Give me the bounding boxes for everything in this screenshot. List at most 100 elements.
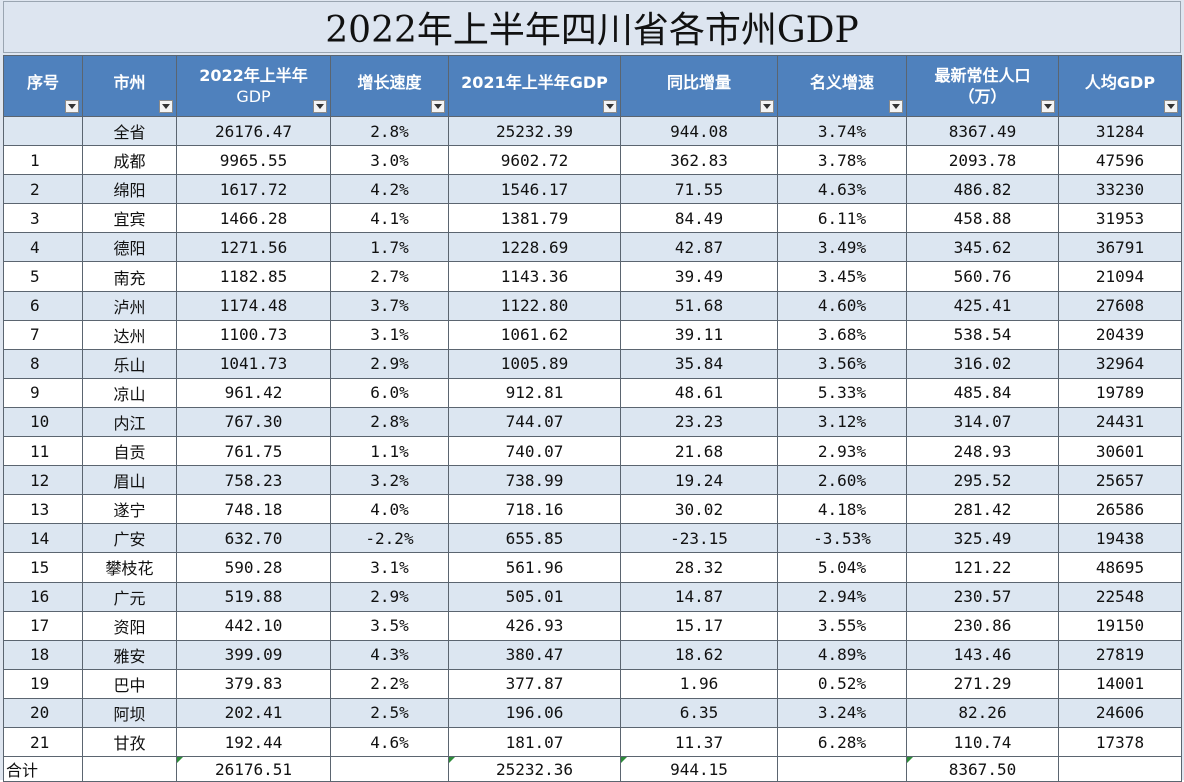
cell-percap[interactable]: 21094 bbox=[1058, 261, 1182, 292]
cell-gdp2022[interactable]: 961.42 bbox=[176, 377, 331, 408]
cell-gdp2022[interactable]: 1174.48 bbox=[176, 290, 331, 321]
cell-seq[interactable]: 18 bbox=[3, 639, 83, 670]
cell-seq[interactable]: 3 bbox=[3, 203, 83, 234]
cell-growth[interactable]: 2.8% bbox=[330, 115, 449, 147]
cell-nominal[interactable]: 3.74% bbox=[777, 115, 907, 147]
cell-growth[interactable]: 2.8% bbox=[330, 406, 449, 438]
cell-city[interactable]: 绵阳 bbox=[82, 174, 177, 205]
cell-percap[interactable]: 22548 bbox=[1058, 581, 1182, 612]
cell-percap[interactable]: 14001 bbox=[1058, 668, 1182, 699]
total-cell-gdp2022[interactable]: 26176.51 bbox=[176, 756, 331, 782]
cell-pop[interactable]: 316.02 bbox=[906, 348, 1059, 379]
cell-yoy[interactable]: 19.24 bbox=[620, 465, 778, 496]
cell-seq[interactable]: 17 bbox=[3, 610, 83, 641]
total-cell-yoy[interactable]: 944.15 bbox=[620, 756, 778, 782]
total-cell-label[interactable]: 合计 bbox=[3, 756, 83, 782]
cell-gdp2022[interactable]: 1100.73 bbox=[176, 319, 331, 350]
cell-gdp2022[interactable]: 399.09 bbox=[176, 639, 331, 670]
cell-city[interactable]: 巴中 bbox=[82, 668, 177, 699]
cell-yoy[interactable]: 42.87 bbox=[620, 232, 778, 263]
cell-percap[interactable]: 26586 bbox=[1058, 494, 1182, 525]
cell-seq[interactable]: 1 bbox=[3, 145, 83, 176]
cell-gdp2021[interactable]: 377.87 bbox=[448, 668, 621, 699]
cell-nominal[interactable]: -3.53% bbox=[777, 523, 907, 554]
filter-dropdown-icon[interactable] bbox=[313, 100, 327, 113]
cell-seq[interactable]: 13 bbox=[3, 494, 83, 525]
cell-gdp2021[interactable]: 1381.79 bbox=[448, 203, 621, 234]
cell-pop[interactable]: 314.07 bbox=[906, 406, 1059, 438]
cell-growth[interactable]: 2.7% bbox=[330, 261, 449, 292]
cell-city[interactable]: 资阳 bbox=[82, 610, 177, 641]
cell-percap[interactable]: 48695 bbox=[1058, 552, 1182, 583]
cell-gdp2022[interactable]: 26176.47 bbox=[176, 115, 331, 147]
cell-gdp2022[interactable]: 1182.85 bbox=[176, 261, 331, 292]
cell-yoy[interactable]: 39.11 bbox=[620, 319, 778, 350]
total-cell-nominal[interactable] bbox=[777, 756, 907, 782]
filter-dropdown-icon[interactable] bbox=[1041, 100, 1055, 113]
cell-pop[interactable]: 458.88 bbox=[906, 203, 1059, 234]
cell-growth[interactable]: 4.6% bbox=[330, 726, 449, 758]
cell-pop[interactable]: 230.86 bbox=[906, 610, 1059, 641]
cell-yoy[interactable]: -23.15 bbox=[620, 523, 778, 554]
cell-nominal[interactable]: 3.49% bbox=[777, 232, 907, 263]
cell-growth[interactable]: 2.9% bbox=[330, 348, 449, 379]
cell-seq[interactable]: 20 bbox=[3, 697, 83, 728]
cell-nominal[interactable]: 2.94% bbox=[777, 581, 907, 612]
cell-nominal[interactable]: 5.04% bbox=[777, 552, 907, 583]
cell-city[interactable]: 德阳 bbox=[82, 232, 177, 263]
cell-percap[interactable]: 47596 bbox=[1058, 145, 1182, 176]
cell-yoy[interactable]: 11.37 bbox=[620, 726, 778, 758]
cell-yoy[interactable]: 84.49 bbox=[620, 203, 778, 234]
cell-percap[interactable]: 36791 bbox=[1058, 232, 1182, 263]
cell-percap[interactable]: 19150 bbox=[1058, 610, 1182, 641]
cell-nominal[interactable]: 5.33% bbox=[777, 377, 907, 408]
cell-gdp2021[interactable]: 738.99 bbox=[448, 465, 621, 496]
cell-pop[interactable]: 325.49 bbox=[906, 523, 1059, 554]
cell-city[interactable]: 南充 bbox=[82, 261, 177, 292]
cell-gdp2022[interactable]: 1617.72 bbox=[176, 174, 331, 205]
cell-gdp2022[interactable]: 748.18 bbox=[176, 494, 331, 525]
cell-yoy[interactable]: 71.55 bbox=[620, 174, 778, 205]
cell-seq[interactable]: 14 bbox=[3, 523, 83, 554]
cell-gdp2022[interactable]: 767.30 bbox=[176, 406, 331, 438]
cell-gdp2022[interactable]: 1041.73 bbox=[176, 348, 331, 379]
cell-gdp2022[interactable]: 379.83 bbox=[176, 668, 331, 699]
cell-nominal[interactable]: 3.45% bbox=[777, 261, 907, 292]
cell-seq[interactable]: 21 bbox=[3, 726, 83, 758]
cell-city[interactable]: 眉山 bbox=[82, 465, 177, 496]
cell-pop[interactable]: 82.26 bbox=[906, 697, 1059, 728]
cell-percap[interactable]: 24431 bbox=[1058, 406, 1182, 438]
cell-gdp2021[interactable]: 181.07 bbox=[448, 726, 621, 758]
cell-city[interactable]: 全省 bbox=[82, 115, 177, 147]
cell-percap[interactable]: 19789 bbox=[1058, 377, 1182, 408]
cell-nominal[interactable]: 4.18% bbox=[777, 494, 907, 525]
cell-growth[interactable]: 4.3% bbox=[330, 639, 449, 670]
cell-city[interactable]: 成都 bbox=[82, 145, 177, 176]
cell-city[interactable]: 凉山 bbox=[82, 377, 177, 408]
cell-pop[interactable]: 486.82 bbox=[906, 174, 1059, 205]
cell-gdp2022[interactable]: 202.41 bbox=[176, 697, 331, 728]
cell-city[interactable]: 甘孜 bbox=[82, 726, 177, 758]
cell-nominal[interactable]: 4.63% bbox=[777, 174, 907, 205]
cell-gdp2021[interactable]: 1143.36 bbox=[448, 261, 621, 292]
cell-pop[interactable]: 538.54 bbox=[906, 319, 1059, 350]
cell-yoy[interactable]: 362.83 bbox=[620, 145, 778, 176]
cell-city[interactable]: 乐山 bbox=[82, 348, 177, 379]
cell-growth[interactable]: 4.1% bbox=[330, 203, 449, 234]
cell-seq[interactable]: 12 bbox=[3, 465, 83, 496]
cell-percap[interactable]: 32964 bbox=[1058, 348, 1182, 379]
cell-city[interactable]: 泸州 bbox=[82, 290, 177, 321]
cell-nominal[interactable]: 0.52% bbox=[777, 668, 907, 699]
cell-seq[interactable]: 4 bbox=[3, 232, 83, 263]
cell-yoy[interactable]: 35.84 bbox=[620, 348, 778, 379]
cell-pop[interactable]: 8367.49 bbox=[906, 115, 1059, 147]
cell-gdp2022[interactable]: 1466.28 bbox=[176, 203, 331, 234]
cell-seq[interactable]: 8 bbox=[3, 348, 83, 379]
filter-dropdown-icon[interactable] bbox=[65, 100, 79, 113]
cell-seq[interactable]: 15 bbox=[3, 552, 83, 583]
cell-yoy[interactable]: 944.08 bbox=[620, 115, 778, 147]
cell-pop[interactable]: 121.22 bbox=[906, 552, 1059, 583]
cell-yoy[interactable]: 23.23 bbox=[620, 406, 778, 438]
cell-pop[interactable]: 2093.78 bbox=[906, 145, 1059, 176]
cell-gdp2022[interactable]: 442.10 bbox=[176, 610, 331, 641]
